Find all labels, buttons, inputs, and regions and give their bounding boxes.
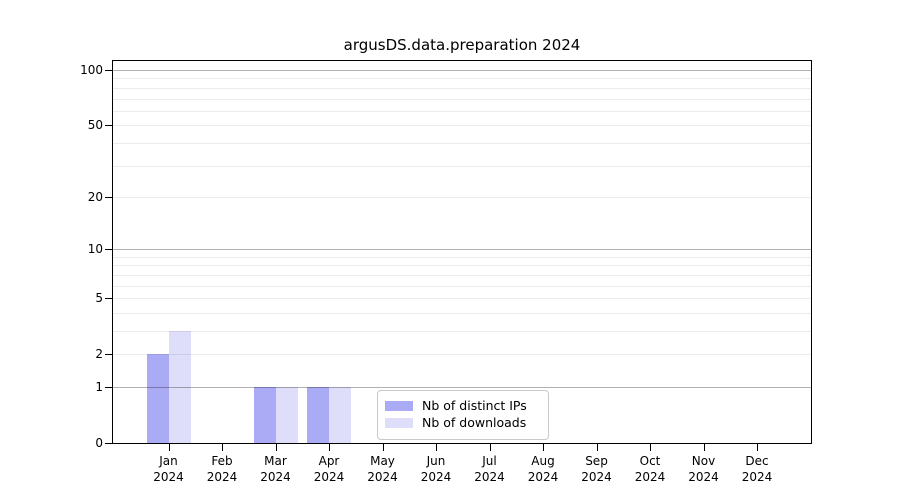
y-tick-mark-10 — [105, 249, 112, 251]
legend-item-distinct-ips: Nb of distinct IPs — [385, 398, 539, 414]
x-tick-label-nov: Nov 2024 — [688, 454, 719, 484]
bar-ips-apr — [307, 386, 329, 443]
bar-ips-mar — [253, 386, 276, 443]
x-tick-mark-jul — [489, 444, 491, 451]
y-tick-mark-1 — [105, 386, 112, 388]
gridline-minor-5 — [113, 298, 811, 300]
gridline-minor-6 — [113, 285, 811, 287]
legend-swatch-distinct-ips — [385, 401, 413, 411]
legend-swatch-downloads — [385, 418, 413, 428]
legend: Nb of distinct IPs Nb of downloads — [377, 390, 549, 440]
x-tick-mark-feb — [222, 444, 223, 451]
gridline-minor-2 — [113, 354, 811, 356]
bar-downloads-mar — [275, 386, 298, 443]
gridline-minor-60 — [113, 110, 811, 112]
y-tick-label-5: 5 — [95, 291, 103, 306]
y-tick-label-0: 0 — [95, 436, 103, 450]
x-tick-mark-jan — [168, 444, 170, 451]
x-tick-mark-may — [382, 444, 384, 451]
gridline-major-1 — [113, 386, 811, 388]
gridline-minor-90 — [113, 78, 811, 80]
x-tick-label-jul: Jul 2024 — [474, 454, 505, 484]
chart-title: argusDS.data.preparation 2024 — [343, 36, 581, 54]
gridline-minor-70 — [113, 98, 811, 100]
x-tick-label-dec: Dec 2024 — [741, 454, 773, 484]
gridline-minor-8 — [113, 265, 811, 267]
gridline-minor-20 — [113, 196, 811, 198]
y-tick-label-1: 1 — [95, 379, 103, 394]
bars-layer — [113, 61, 811, 443]
gridline-minor-80 — [113, 87, 811, 89]
x-tick-mark-mar — [275, 444, 277, 451]
x-tick-label-feb: Feb 2024 — [206, 454, 238, 484]
x-tick-mark-jun — [436, 444, 437, 451]
x-tick-label-sep: Sep 2024 — [581, 454, 612, 484]
x-tick-mark-oct — [650, 444, 651, 451]
gridline-minor-40 — [113, 142, 811, 144]
y-tick-label-10: 10 — [87, 242, 103, 257]
x-tick-mark-aug — [543, 444, 544, 451]
gridline-major-100 — [113, 70, 811, 72]
x-tick-label-jun: Jun 2024 — [420, 454, 452, 484]
y-tick-label-100: 100 — [80, 63, 103, 78]
gridline-major-10 — [113, 249, 811, 251]
bar-downloads-apr — [329, 386, 351, 443]
x-tick-mark-apr — [329, 444, 330, 451]
y-tick-label-20: 20 — [87, 189, 103, 204]
gridline-minor-7 — [113, 274, 811, 276]
gridline-minor-50 — [113, 125, 811, 127]
x-tick-label-oct: Oct 2024 — [634, 454, 666, 484]
x-tick-mark-nov — [703, 444, 705, 451]
x-tick-label-apr: Apr 2024 — [313, 454, 345, 484]
y-tick-mark-2 — [105, 354, 112, 356]
gridline-minor-4 — [113, 312, 811, 314]
legend-label-downloads: Nb of downloads — [422, 415, 527, 430]
legend-label-distinct-ips: Nb of distinct IPs — [422, 398, 527, 413]
y-tick-mark-20 — [105, 196, 112, 198]
x-tick-label-may: May 2024 — [367, 454, 398, 484]
legend-item-downloads: Nb of downloads — [385, 415, 539, 431]
bar-ips-jan — [146, 354, 169, 443]
gridline-minor-3 — [113, 330, 811, 332]
y-tick-mark-50 — [105, 125, 112, 127]
x-tick-mark-dec — [757, 444, 758, 451]
gridline-minor-30 — [113, 165, 811, 167]
y-tick-mark-5 — [105, 298, 112, 300]
x-tick-mark-sep — [596, 444, 598, 451]
y-tick-label-50: 50 — [87, 118, 103, 133]
x-tick-label-aug: Aug 2024 — [527, 454, 559, 484]
y-tick-mark-0 — [105, 443, 112, 444]
plot-area: Nb of distinct IPs Nb of downloads — [112, 60, 812, 444]
gridline-minor-9 — [113, 256, 811, 258]
grid-layer — [113, 61, 811, 443]
y-tick-mark-100 — [105, 70, 112, 72]
y-tick-label-2: 2 — [95, 347, 103, 362]
x-tick-label-mar: Mar 2024 — [260, 454, 291, 484]
x-tick-label-jan: Jan 2024 — [153, 454, 184, 484]
bar-downloads-jan — [168, 330, 191, 443]
